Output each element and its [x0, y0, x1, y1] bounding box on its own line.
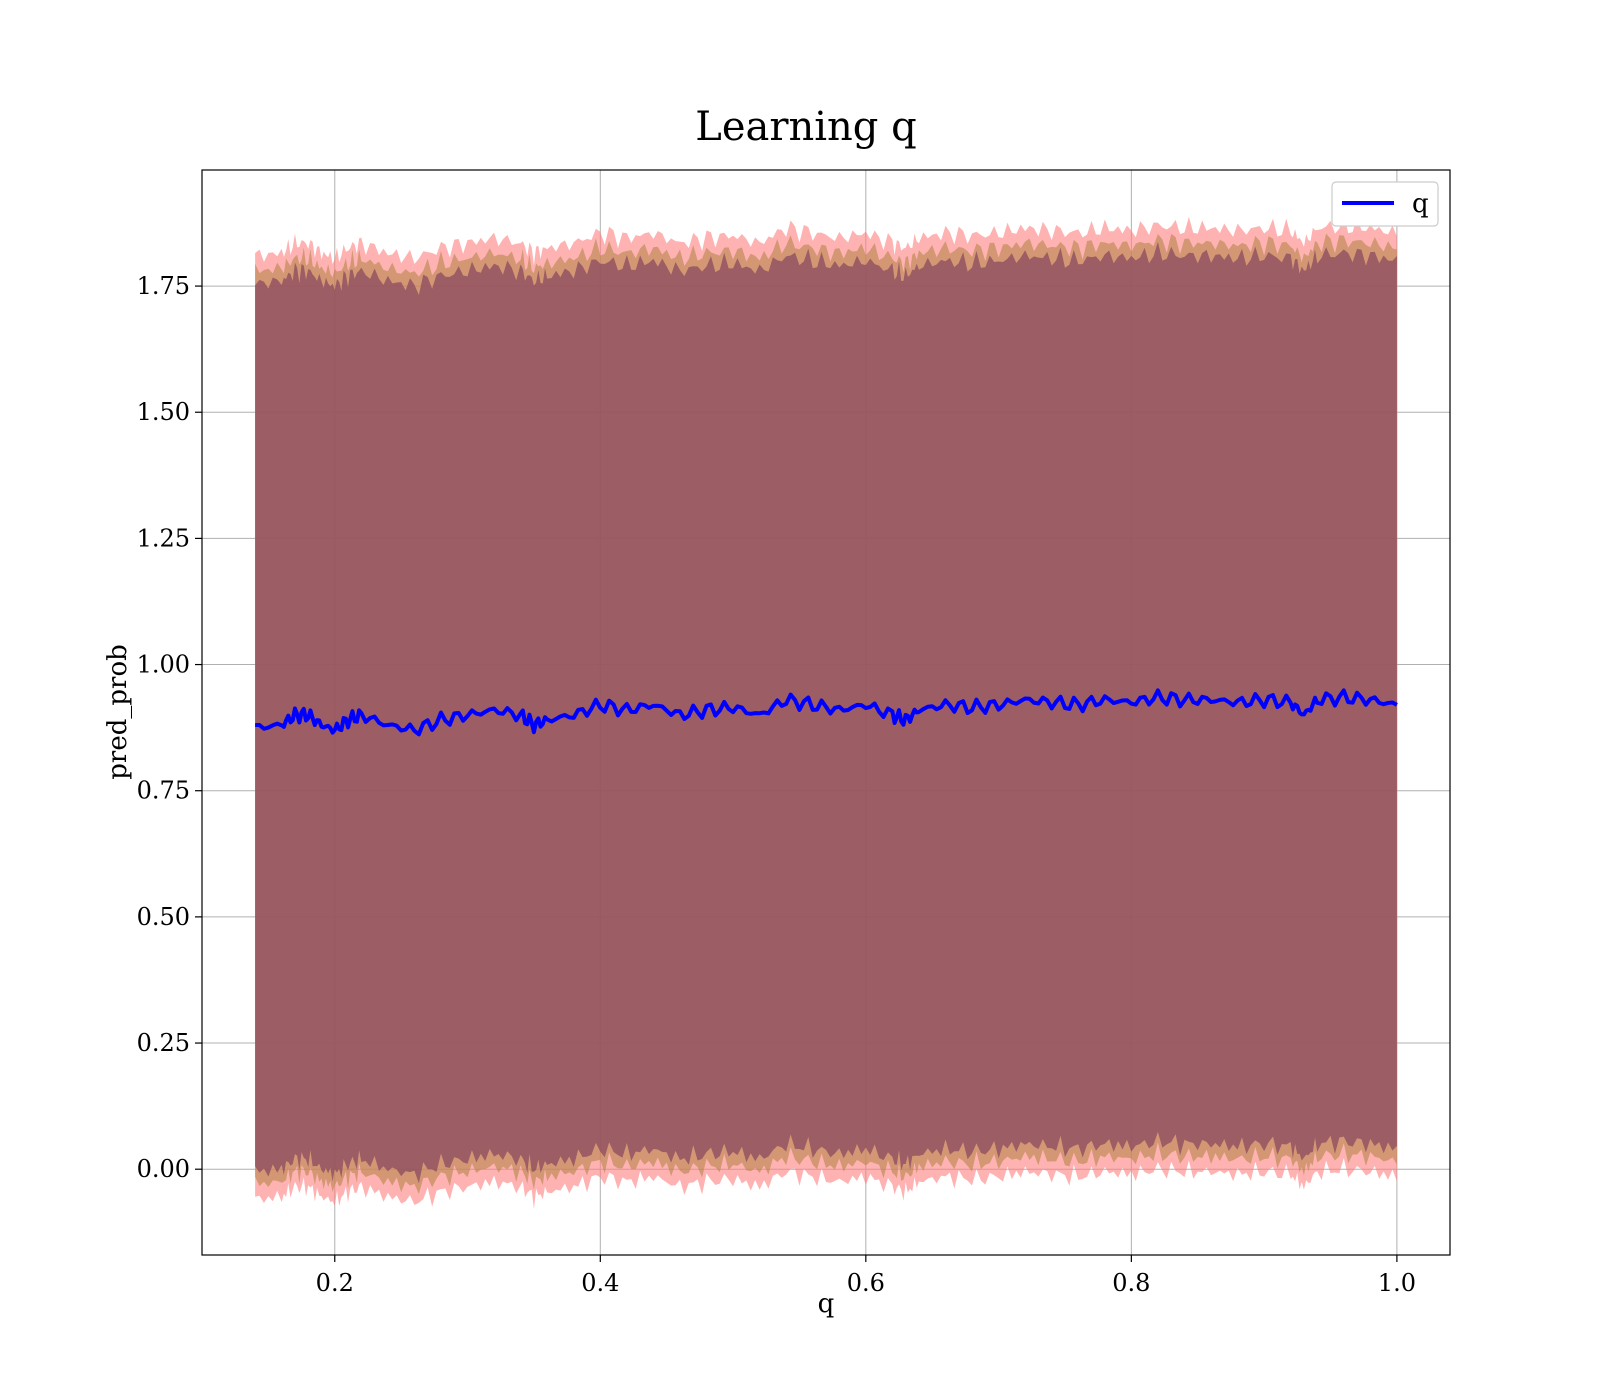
y-tick-label: 1.50 [137, 398, 190, 426]
x-axis-ticks: 0.2 0.4 0.6 0.8 1.0 [316, 1255, 1416, 1297]
x-tick-label: 0.2 [316, 1269, 354, 1297]
y-tick-label: 1.75 [137, 272, 190, 300]
y-tick-label: 0.25 [137, 1029, 190, 1057]
confidence-band [255, 241, 1397, 1184]
legend-label-q: q [1412, 189, 1429, 219]
y-tick-label: 1.00 [137, 651, 190, 679]
series-lines [255, 688, 1398, 737]
x-tick-label: 0.4 [581, 1269, 619, 1297]
y-tick-label: 1.25 [137, 524, 190, 552]
x-tick-label: 1.0 [1378, 1269, 1416, 1297]
x-axis-label: q [818, 1289, 835, 1319]
x-tick-label: 0.6 [847, 1269, 885, 1297]
y-tick-label: 0.00 [137, 1155, 190, 1183]
x-tick-label: 0.8 [1112, 1269, 1150, 1297]
confidence-bands [255, 213, 1397, 1210]
y-tick-label: 0.75 [137, 777, 190, 805]
y-axis-label: pred_prob [103, 644, 133, 779]
y-axis-ticks: 0.00 0.25 0.50 0.75 1.00 1.25 1.50 1.75 [137, 272, 202, 1183]
series-line-q [255, 688, 1398, 737]
legend: q [1331, 181, 1439, 227]
y-tick-label: 0.50 [137, 903, 190, 931]
plot-frame [201, 169, 1451, 1256]
chart-title: Learning q [695, 104, 916, 150]
